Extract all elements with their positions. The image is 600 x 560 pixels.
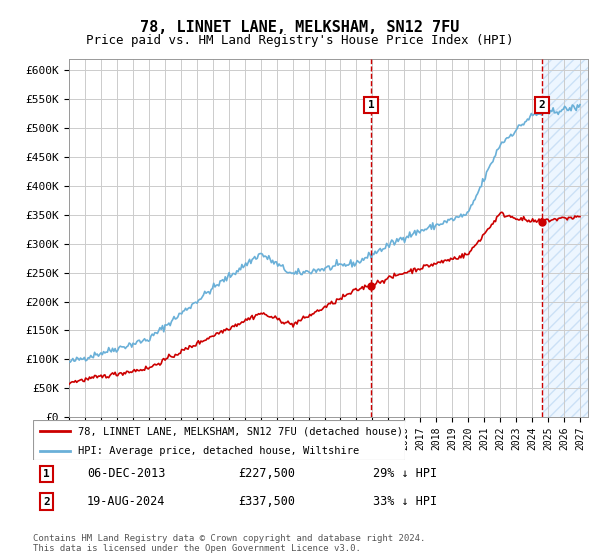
Text: 2: 2	[539, 100, 545, 110]
Text: Price paid vs. HM Land Registry's House Price Index (HPI): Price paid vs. HM Land Registry's House …	[86, 34, 514, 46]
Text: HPI: Average price, detached house, Wiltshire: HPI: Average price, detached house, Wilt…	[77, 446, 359, 456]
Text: 2: 2	[43, 497, 50, 507]
Text: £337,500: £337,500	[238, 495, 295, 508]
Text: Contains HM Land Registry data © Crown copyright and database right 2024.
This d: Contains HM Land Registry data © Crown c…	[33, 534, 425, 553]
Text: 19-AUG-2024: 19-AUG-2024	[87, 495, 166, 508]
FancyBboxPatch shape	[33, 420, 405, 460]
Text: 33% ↓ HPI: 33% ↓ HPI	[373, 495, 437, 508]
Text: 1: 1	[43, 469, 50, 479]
Text: 78, LINNET LANE, MELKSHAM, SN12 7FU (detached house): 78, LINNET LANE, MELKSHAM, SN12 7FU (det…	[77, 426, 403, 436]
Text: 1: 1	[368, 100, 374, 110]
Text: 06-DEC-2013: 06-DEC-2013	[87, 468, 166, 480]
Text: £227,500: £227,500	[238, 468, 295, 480]
Bar	[543, 59, 588, 417]
Text: 29% ↓ HPI: 29% ↓ HPI	[373, 468, 437, 480]
Text: 78, LINNET LANE, MELKSHAM, SN12 7FU: 78, LINNET LANE, MELKSHAM, SN12 7FU	[140, 20, 460, 35]
